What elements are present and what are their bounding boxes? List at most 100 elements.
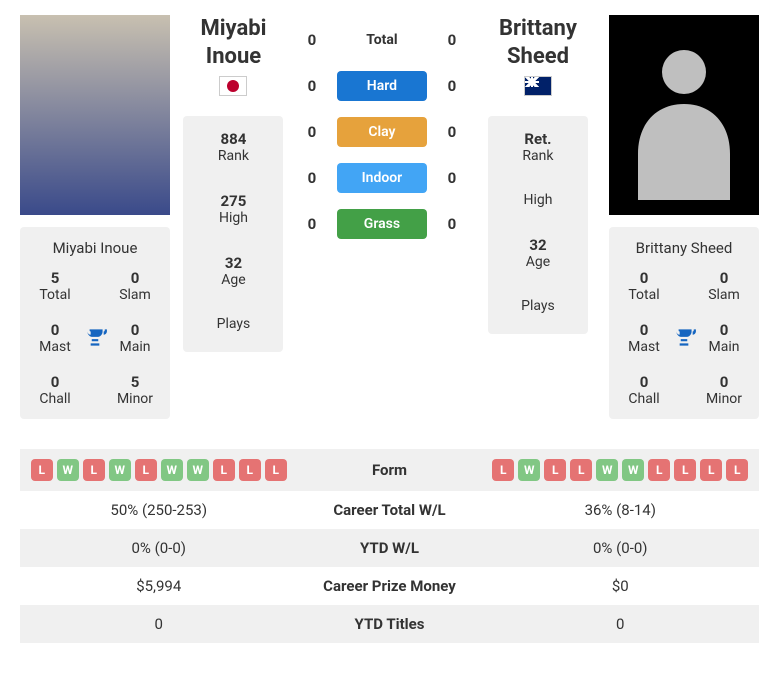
stat-label: Form	[290, 461, 490, 479]
player1-column: Miyabi Inoue 5Total 0Slam 0Mast 0Main 0C…	[20, 15, 170, 419]
player2-photo	[609, 15, 759, 215]
form-badge: W	[109, 459, 131, 481]
form-badge: L	[265, 459, 287, 481]
h2h-right-count: 0	[437, 77, 467, 95]
form-badge: W	[187, 459, 209, 481]
surface-pill[interactable]: Grass	[337, 209, 427, 239]
form-badge: L	[648, 459, 670, 481]
rank-rank: 884Rank	[189, 130, 277, 164]
stat-right-value: 36% (8-14)	[490, 501, 752, 519]
player2-titles-grid: 0Total 0Slam 0Mast 0Main 0Chall 0Minor	[617, 269, 751, 407]
trophy-icon	[671, 325, 697, 351]
form-badge: W	[161, 459, 183, 481]
form-badge: L	[83, 459, 105, 481]
player1-name-block: Miyabi Inoue	[182, 15, 285, 100]
h2h-right-count: 0	[437, 31, 467, 49]
player1-card-name: Miyabi Inoue	[28, 239, 162, 257]
stat-main: 0Main	[697, 321, 751, 355]
stat-left-value: $5,994	[28, 577, 290, 595]
player1-rank-card: 884Rank 275High 32Age Plays	[183, 116, 283, 352]
h2h-left-count: 0	[297, 123, 327, 141]
player1-photo	[20, 15, 170, 215]
silhouette-icon	[634, 30, 734, 200]
stat-label: YTD Titles	[290, 615, 490, 633]
surface-pill[interactable]: Clay	[337, 117, 427, 147]
h2h-column: 0Total00Hard00Clay00Indoor00Grass0	[297, 15, 467, 239]
stat-right-value: 0	[490, 615, 752, 633]
form-badge: L	[570, 459, 592, 481]
comparison-header: Miyabi Inoue 5Total 0Slam 0Mast 0Main 0C…	[20, 15, 759, 419]
stat-main: 0Main	[108, 321, 162, 355]
stat-chall: 0Chall	[28, 373, 82, 407]
form-badge: L	[135, 459, 157, 481]
stat-row: $5,994Career Prize Money$0	[20, 567, 759, 605]
player1-form: LWLWLWWLLL	[28, 459, 290, 481]
trophy-icon	[82, 325, 108, 351]
h2h-row: 0 Total 0	[297, 25, 467, 55]
h2h-left-count: 0	[297, 215, 327, 233]
player2-card-name: Brittany Sheed	[617, 239, 751, 257]
stat-slam: 0Slam	[697, 269, 751, 303]
h2h-left-count: 0	[297, 31, 327, 49]
player2-titles-card: Brittany Sheed 0Total 0Slam 0Mast 0Main …	[609, 227, 759, 419]
stat-left-value: 0% (0-0)	[28, 539, 290, 557]
stat-chall: 0Chall	[617, 373, 671, 407]
h2h-row: 0 Hard 0	[297, 71, 467, 101]
form-badge: W	[57, 459, 79, 481]
stat-right-value: 0% (0-0)	[490, 539, 752, 557]
player2-flag-icon	[524, 76, 552, 96]
player2-info-column: Brittany Sheed Ret.Rank High 32Age Plays	[479, 15, 597, 334]
form-badge: W	[622, 459, 644, 481]
player2-rank-card: Ret.Rank High 32Age Plays	[488, 116, 588, 334]
stat-left-value: 0	[28, 615, 290, 633]
rank-plays: Plays	[189, 316, 277, 332]
surface-pill[interactable]: Hard	[337, 71, 427, 101]
form-badge: W	[596, 459, 618, 481]
h2h-left-count: 0	[297, 169, 327, 187]
stat-minor: 5Minor	[108, 373, 162, 407]
h2h-row: 0Grass0	[297, 209, 467, 239]
player2-name-block: Brittany Sheed	[479, 15, 597, 100]
stat-total: 5Total	[28, 269, 82, 303]
stats-table: LWLWLWWLLLFormLWLLWWLLLL50% (250-253)Car…	[20, 449, 759, 643]
stat-row: 0% (0-0)YTD W/L0% (0-0)	[20, 529, 759, 567]
form-badge: L	[726, 459, 748, 481]
form-badge: L	[544, 459, 566, 481]
stat-row: LWLWLWWLLLFormLWLLWWLLLL	[20, 449, 759, 491]
player2-name: Brittany Sheed	[479, 15, 597, 70]
player1-name: Miyabi Inoue	[182, 15, 285, 70]
rank-high: High	[494, 192, 582, 208]
h2h-left-count: 0	[297, 77, 327, 95]
surface-pill[interactable]: Total	[337, 25, 427, 55]
form-badge: W	[518, 459, 540, 481]
form-badge: L	[31, 459, 53, 481]
surface-pill[interactable]: Indoor	[337, 163, 427, 193]
rank-plays: Plays	[494, 298, 582, 314]
form-badge: L	[213, 459, 235, 481]
stat-mast: 0Mast	[617, 321, 671, 355]
stat-left-value: 50% (250-253)	[28, 501, 290, 519]
player2-form: LWLLWWLLLL	[490, 459, 752, 481]
rank-rank: Ret.Rank	[494, 130, 582, 164]
stat-label: Career Total W/L	[290, 501, 490, 519]
rank-age: 32Age	[494, 236, 582, 270]
stat-row: 0YTD Titles0	[20, 605, 759, 643]
player1-info-column: Miyabi Inoue 884Rank 275High 32Age Plays	[182, 15, 285, 352]
player2-column: Brittany Sheed 0Total 0Slam 0Mast 0Main …	[609, 15, 759, 419]
stat-mast: 0Mast	[28, 321, 82, 355]
h2h-right-count: 0	[437, 123, 467, 141]
form-badge: L	[700, 459, 722, 481]
stat-label: Career Prize Money	[290, 577, 490, 595]
rank-high: 275High	[189, 192, 277, 226]
form-badge: L	[492, 459, 514, 481]
stat-minor: 0Minor	[697, 373, 751, 407]
stat-row: 50% (250-253)Career Total W/L36% (8-14)	[20, 491, 759, 529]
rank-age: 32Age	[189, 254, 277, 288]
stat-label: YTD W/L	[290, 539, 490, 557]
stat-total: 0Total	[617, 269, 671, 303]
stat-slam: 0Slam	[108, 269, 162, 303]
form-badge: L	[239, 459, 261, 481]
player1-flag-icon	[219, 76, 247, 96]
player1-titles-card: Miyabi Inoue 5Total 0Slam 0Mast 0Main 0C…	[20, 227, 170, 419]
form-badge: L	[674, 459, 696, 481]
